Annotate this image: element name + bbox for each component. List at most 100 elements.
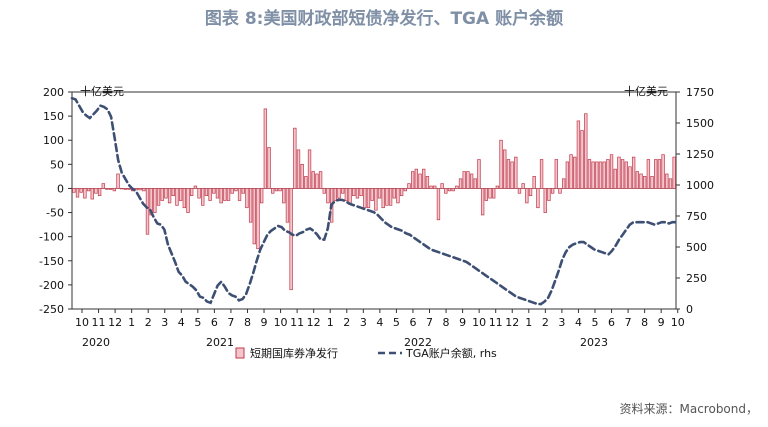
left-tick-label: 150 bbox=[43, 110, 64, 123]
plot-frame bbox=[71, 91, 677, 310]
right-tick-label: 1750 bbox=[686, 86, 714, 99]
bar bbox=[407, 183, 411, 189]
bar bbox=[370, 188, 374, 201]
bar bbox=[606, 159, 610, 189]
bar bbox=[613, 168, 617, 189]
bar bbox=[226, 188, 231, 201]
bar bbox=[536, 188, 540, 209]
bar bbox=[90, 188, 94, 200]
bar bbox=[348, 188, 352, 204]
bar bbox=[617, 156, 621, 189]
bar bbox=[153, 188, 157, 213]
x-tick-label: 6 bbox=[409, 316, 416, 329]
bar bbox=[271, 188, 275, 194]
bar bbox=[293, 127, 297, 189]
left-tick-label: -100 bbox=[39, 231, 64, 244]
left-tick-label: -150 bbox=[39, 255, 64, 268]
bar bbox=[550, 188, 555, 194]
bar bbox=[477, 159, 481, 189]
bar bbox=[521, 183, 525, 189]
bar bbox=[252, 188, 256, 245]
x-tick-label: 10 bbox=[472, 316, 486, 329]
bar bbox=[488, 188, 492, 199]
bar bbox=[492, 188, 496, 199]
x-tick-label: 5 bbox=[591, 316, 598, 329]
bar bbox=[105, 188, 109, 190]
bar bbox=[101, 183, 105, 189]
bar bbox=[631, 156, 636, 189]
bar bbox=[462, 171, 466, 189]
bar bbox=[609, 154, 614, 189]
bar bbox=[425, 176, 430, 189]
bar bbox=[359, 188, 363, 197]
bar bbox=[201, 188, 205, 206]
bar bbox=[116, 173, 120, 189]
bar bbox=[414, 168, 419, 189]
bar bbox=[591, 161, 595, 189]
bar bbox=[433, 185, 437, 189]
x-tick-label: 10 bbox=[75, 316, 89, 329]
bar bbox=[156, 188, 161, 206]
bar bbox=[267, 147, 271, 189]
bar bbox=[388, 188, 393, 206]
bar bbox=[237, 188, 242, 201]
bar bbox=[149, 188, 153, 216]
bar bbox=[473, 178, 477, 189]
x-tick-label: 4 bbox=[376, 316, 383, 329]
right-unit-label: 十亿美元 bbox=[624, 84, 668, 98]
bar bbox=[576, 120, 581, 189]
bar bbox=[311, 171, 315, 189]
x-tick-label: 8 bbox=[244, 316, 251, 329]
bar bbox=[352, 188, 356, 197]
right-tick-label: 250 bbox=[686, 272, 707, 285]
bar bbox=[503, 149, 507, 189]
bar bbox=[190, 188, 194, 197]
x-tick-label: 2 bbox=[542, 316, 549, 329]
x-tick-label: 7 bbox=[426, 316, 433, 329]
bar bbox=[263, 108, 268, 189]
x-tick-label: 9 bbox=[658, 316, 665, 329]
bar bbox=[587, 159, 592, 189]
bar bbox=[208, 188, 212, 201]
bar bbox=[381, 188, 385, 209]
bar bbox=[639, 173, 643, 189]
bar bbox=[447, 188, 452, 192]
bar bbox=[79, 188, 83, 193]
bar bbox=[234, 188, 238, 192]
right-tick-label: 0 bbox=[686, 303, 693, 316]
bar bbox=[230, 188, 234, 194]
source-note: 资料来源：Macrobond， bbox=[619, 402, 759, 416]
x-tick-label: 3 bbox=[558, 316, 565, 329]
left-tick-label: -200 bbox=[39, 279, 64, 292]
bar bbox=[108, 188, 113, 190]
x-tick-label: 4 bbox=[575, 316, 582, 329]
bar bbox=[304, 176, 308, 189]
x-tick-label: 4 bbox=[178, 316, 185, 329]
bar bbox=[554, 159, 558, 189]
bar bbox=[451, 188, 455, 192]
bar bbox=[363, 188, 367, 209]
bar bbox=[245, 188, 249, 209]
right-tick-label: 1500 bbox=[686, 117, 714, 130]
bar bbox=[204, 188, 209, 197]
bar bbox=[654, 159, 658, 189]
bar bbox=[510, 161, 514, 189]
x-tick-label: 1 bbox=[327, 316, 334, 329]
x-tick-label: 2 bbox=[343, 316, 350, 329]
bar bbox=[539, 159, 544, 189]
bar bbox=[282, 188, 286, 204]
x-tick-label: 9 bbox=[261, 316, 268, 329]
bar bbox=[212, 188, 216, 194]
bar bbox=[223, 188, 227, 201]
bar bbox=[635, 171, 640, 189]
bar bbox=[377, 188, 382, 199]
bar bbox=[112, 188, 117, 192]
chart-title: 图表 8:美国财政部短债净发行、TGA 账户余额 bbox=[204, 9, 564, 29]
bar bbox=[86, 188, 91, 192]
x-tick-label: 1 bbox=[128, 316, 135, 329]
x-tick-label: 7 bbox=[625, 316, 632, 329]
bar bbox=[643, 176, 647, 189]
bar bbox=[94, 188, 98, 194]
bar bbox=[259, 188, 264, 204]
left-unit-label: 十亿美元 bbox=[80, 84, 124, 98]
